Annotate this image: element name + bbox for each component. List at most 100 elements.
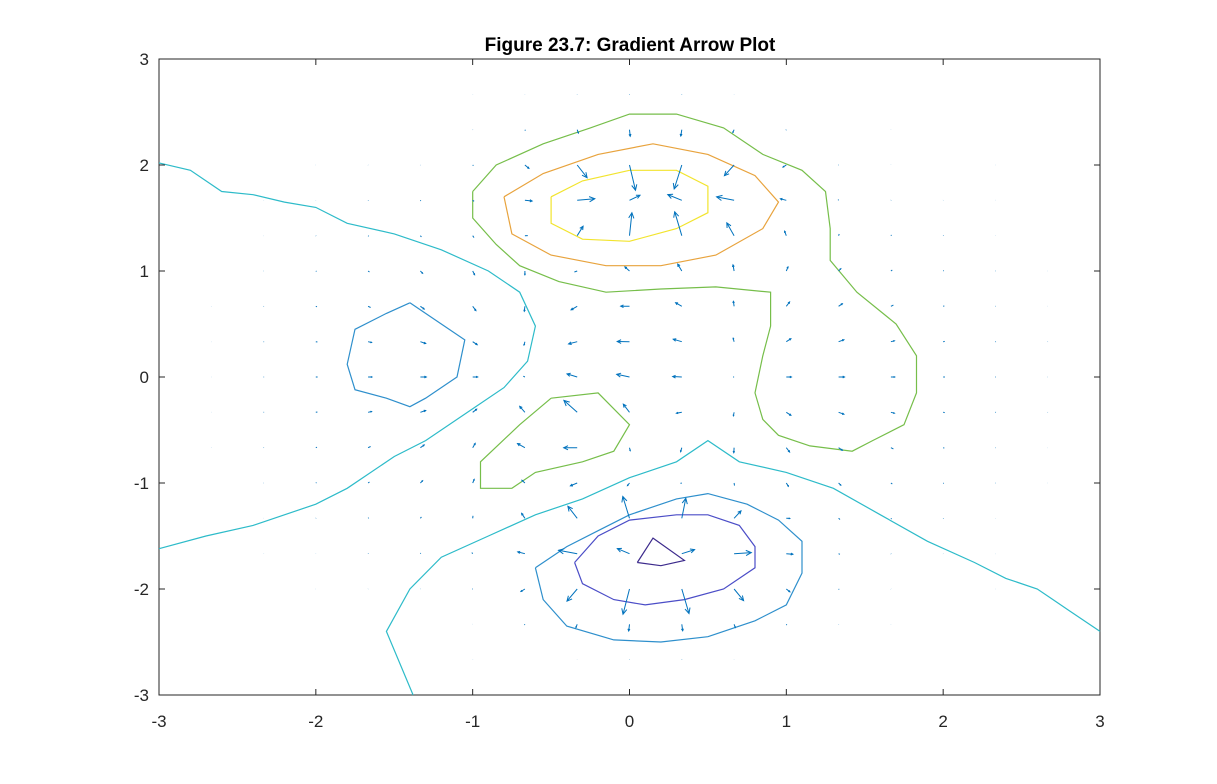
quiver-arrow (420, 341, 427, 345)
quiver-arrow (521, 479, 526, 484)
quiver-arrow (520, 512, 526, 519)
quiver-arrow (890, 517, 892, 520)
quiver-arrow (574, 270, 578, 273)
quiver-arrow (472, 442, 476, 448)
quiver-layer (210, 93, 1049, 660)
chart-title: Figure 23.7: Gradient Arrow Plot (485, 35, 776, 56)
quiver-arrow (786, 552, 795, 556)
quiver-arrow (516, 550, 526, 555)
quiver-arrow (523, 624, 526, 626)
quiver-arrow (733, 624, 736, 629)
quiver-arrow (785, 447, 791, 453)
quiver-arrow (732, 412, 735, 417)
quiver-arrow (732, 129, 735, 134)
quiver-arrow (570, 305, 578, 311)
quiver-arrow (576, 225, 584, 236)
quiver-arrow (784, 230, 787, 236)
quiver-arrow (785, 624, 788, 626)
quiver-arrow (838, 553, 841, 555)
quiver-arrow (782, 164, 787, 168)
quiver-arrow (367, 341, 373, 344)
quiver-arrow (890, 340, 896, 343)
y-tick-label: 3 (140, 50, 149, 69)
quiver-arrow (786, 517, 792, 520)
y-tick-label: 1 (140, 262, 149, 281)
quiver-arrow (890, 234, 892, 237)
x-tick-label: -2 (308, 712, 323, 731)
quiver-arrow (419, 516, 422, 519)
quiver-arrow (673, 210, 683, 236)
quiver-arrow (890, 447, 894, 450)
quiver-arrow (567, 505, 578, 519)
quiver-arrow (569, 482, 578, 487)
quiver-arrow (524, 164, 530, 170)
y-tick-label: 0 (140, 368, 149, 387)
quiver-arrow (565, 372, 578, 378)
quiver-arrow (677, 263, 683, 272)
quiver-arrow (732, 300, 735, 307)
quiver-arrow (472, 341, 479, 346)
tick-layer: -3 -2 -1 0 1 2 3 -3 -2 -1 0 1 2 3 (134, 50, 1105, 731)
quiver-arrow (472, 199, 475, 202)
quiver-arrow (786, 375, 793, 379)
quiver-arrow (315, 446, 318, 449)
quiver-arrow (367, 235, 370, 237)
quiver-arrow (890, 304, 894, 307)
quiver-arrow (681, 497, 688, 519)
quiver-arrow (523, 341, 526, 347)
quiver-arrow (576, 164, 588, 179)
quiver-arrow (472, 164, 474, 167)
quiver-arrow (622, 403, 630, 413)
quiver-arrow (615, 372, 630, 378)
quiver-arrow (838, 339, 845, 343)
quiver-arrow (315, 305, 318, 308)
quiver-arrow (785, 588, 791, 593)
x-tick-label: 1 (782, 712, 791, 731)
contour-line-outer (385, 439, 1101, 696)
quiver-arrow (420, 235, 422, 238)
quiver-arrow (679, 129, 683, 138)
quiver-arrow (629, 164, 638, 192)
quiver-arrow (731, 263, 735, 272)
quiver-arrow (734, 549, 753, 557)
quiver-arrow (472, 235, 475, 238)
quiver-arrow (628, 129, 632, 138)
quiver-arrow (726, 221, 735, 236)
y-tick-label: -1 (134, 474, 149, 493)
quiver-arrow (420, 444, 426, 449)
quiver-arrow (557, 548, 578, 555)
quiver-arrow (838, 411, 845, 415)
quiver-arrow (616, 339, 630, 344)
contour-line-bump-center (479, 392, 631, 489)
quiver-arrow (733, 588, 745, 602)
quiver-arrow (629, 447, 631, 452)
quiver-arrow (785, 265, 789, 272)
quiver-arrow (838, 588, 840, 590)
y-tick-label: -3 (134, 686, 149, 705)
quiver-arrow (785, 301, 791, 307)
quiver-arrow (890, 482, 893, 485)
quiver-arrow (890, 411, 896, 414)
quiver-arrow (838, 375, 846, 379)
quiver-arrow (675, 411, 682, 415)
quiver-arrow (681, 548, 696, 555)
quiver-arrow (562, 445, 578, 451)
contour-layer (158, 113, 1101, 696)
quiver-arrow (838, 303, 844, 307)
quiver-arrow (890, 375, 896, 379)
quiver-arrow (367, 270, 370, 273)
quiver-arrow (472, 408, 478, 413)
quiver-arrow (671, 374, 682, 379)
quiver-arrow (576, 129, 580, 135)
contour-line-low-bottom-3 (636, 537, 686, 567)
quiver-arrow (567, 341, 578, 345)
quiver-arrow (681, 588, 691, 615)
quiver-arrow (577, 196, 596, 203)
quiver-arrow (628, 211, 635, 236)
quiver-arrow (518, 405, 526, 413)
quiver-arrow (471, 552, 474, 555)
quiver-arrow (420, 409, 427, 413)
quiver-arrow (715, 194, 735, 201)
quiver-arrow (786, 411, 792, 416)
